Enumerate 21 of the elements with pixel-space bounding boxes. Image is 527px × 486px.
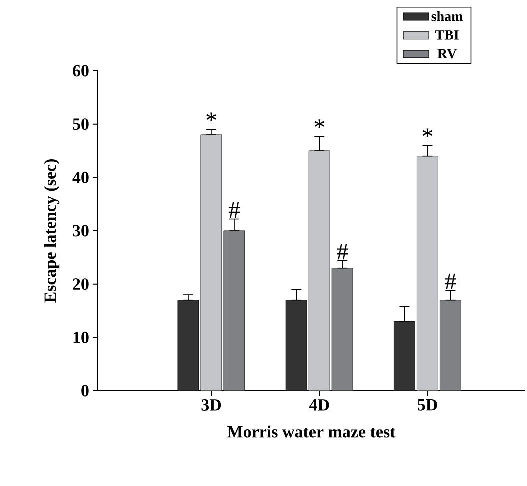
legend-label: sham: [432, 11, 463, 22]
y-tick-label: 20: [73, 278, 89, 290]
y-tick-label: 30: [73, 225, 89, 237]
annotation: #: [337, 244, 348, 260]
y-tick-label: 10: [74, 332, 89, 344]
annotation: *: [314, 120, 324, 128]
legend-label: TBI: [435, 30, 459, 40]
y-tick-label: 40: [72, 172, 89, 184]
annotation: *: [422, 128, 433, 138]
y-tick-label: 0: [82, 385, 89, 397]
x-axis-title: Morris water maze test: [228, 426, 396, 438]
annotation: #: [228, 202, 240, 218]
y-axis-title: Escape latency (sec): [44, 160, 60, 303]
legend-label: RV: [438, 49, 457, 59]
x-tick-label: 5D: [418, 400, 438, 411]
x-tick-label: 3D: [202, 400, 222, 411]
x-tick-label: 4D: [309, 400, 330, 411]
annotation: #: [445, 274, 456, 290]
annotation: *: [206, 112, 216, 122]
y-tick-label: 50: [73, 118, 89, 130]
y-tick-label: 60: [73, 65, 89, 77]
